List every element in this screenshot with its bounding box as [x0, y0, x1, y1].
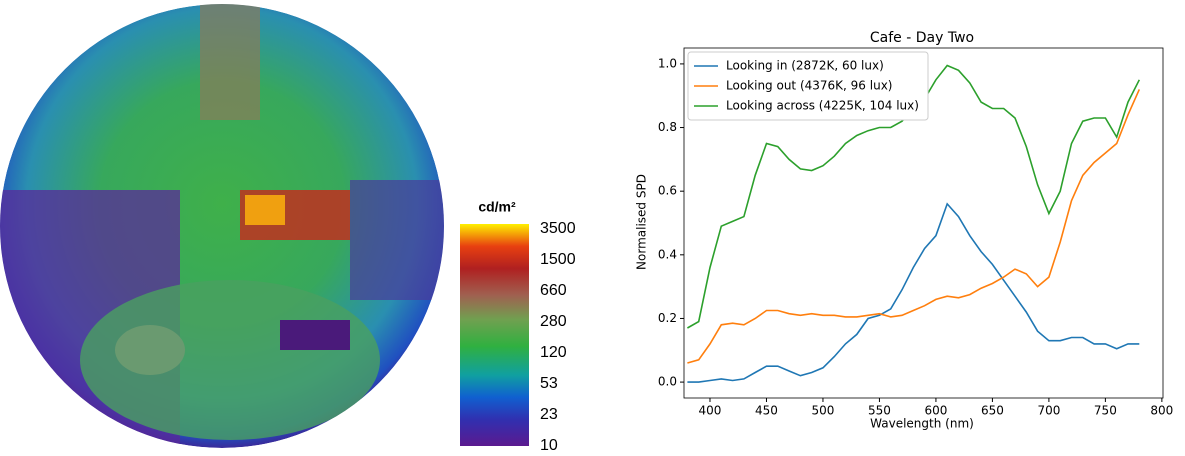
y-tick-label: 0.2: [658, 311, 677, 325]
colorbar-tick-label: 120: [540, 344, 567, 361]
legend-label: Looking across (4225K, 104 lux): [726, 99, 919, 113]
x-tick-label: 400: [699, 404, 722, 418]
colorbar-label: cd/m²: [478, 199, 516, 215]
colorbar: cd/m² 3500 1500 660 280 120 53 23 10: [460, 199, 576, 454]
colorbar-tick-label: 280: [540, 313, 567, 330]
colorbar-gradient: [460, 224, 529, 446]
chart-title: Cafe - Day Two: [870, 30, 974, 46]
x-axis-label: Wavelength (nm): [870, 417, 974, 431]
y-axis-label: Normalised SPD: [635, 174, 649, 270]
x-tick-label: 750: [1094, 404, 1117, 418]
legend-label: Looking in (2872K, 60 lux): [726, 59, 884, 73]
legend-label: Looking out (4376K, 96 lux): [726, 79, 892, 93]
y-tick-label: 0.0: [658, 375, 677, 389]
y-tick-label: 0.4: [658, 247, 677, 261]
x-tick-label: 550: [868, 404, 891, 418]
colorbar-tick-label: 23: [540, 406, 558, 423]
x-tick-label: 650: [981, 404, 1004, 418]
colorbar-tick-label: 660: [540, 282, 567, 299]
plot-frame: [683, 47, 1164, 399]
y-tick-label: 1.0: [658, 56, 677, 70]
x-tick-label: 450: [755, 404, 778, 418]
y-tick-label: 0.6: [658, 184, 677, 198]
legend-box: [687, 51, 929, 121]
x-tick-label: 500: [812, 404, 835, 418]
luminance-image: [0, 4, 444, 448]
x-tick-label: 600: [924, 404, 947, 418]
series-line: [687, 89, 1141, 364]
colorbar-tick-label: 3500: [540, 220, 576, 237]
colorbar-tick-label: 1500: [540, 251, 576, 268]
x-tick-label: 800: [1150, 404, 1173, 418]
x-tick-label: 700: [1037, 404, 1060, 418]
y-tick-label: 0.8: [658, 120, 677, 134]
colorbar-tick-label: 53: [540, 375, 558, 392]
line-chart: Cafe - Day Two Wavelength (nm) Normalise…: [635, 30, 1174, 431]
colorbar-tick-label: 10: [540, 437, 558, 452]
series-line: [687, 202, 1140, 383]
